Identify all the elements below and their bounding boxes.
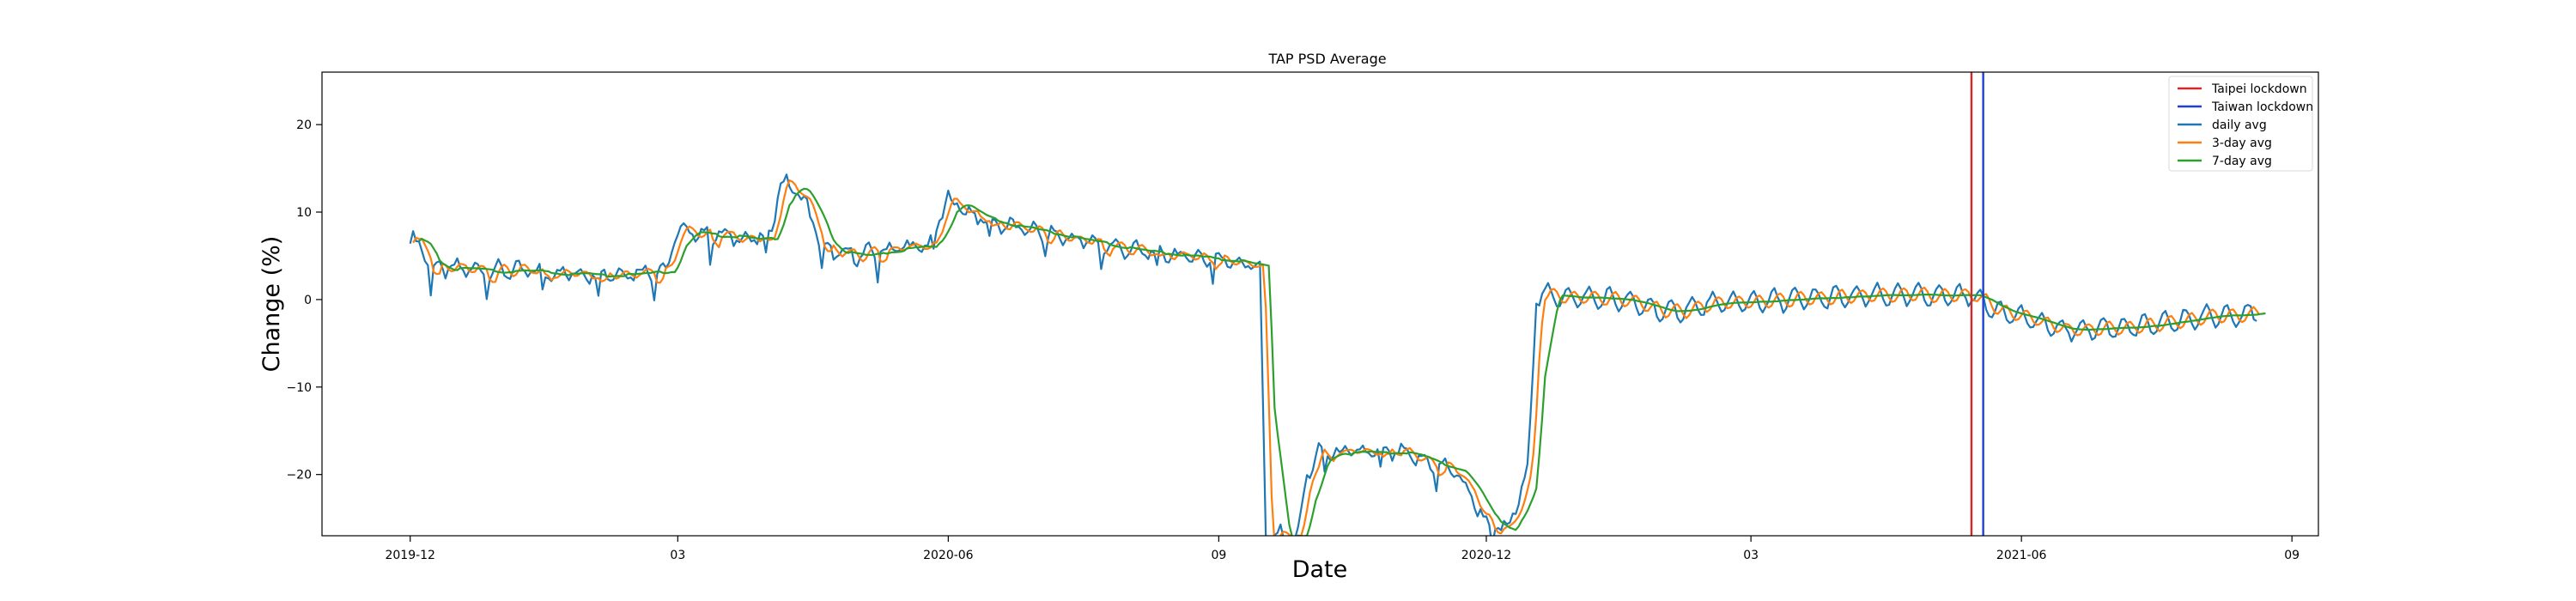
y-axis-label: Change (%) xyxy=(258,236,285,373)
x-axis-ticks: 2019-12 03 2020-06 09 2020-12 03 2021-06 09 xyxy=(385,536,2300,562)
y-tick-label: −20 xyxy=(286,469,312,483)
x-tick-label: 09 xyxy=(2284,549,2300,562)
legend-label: daily avg xyxy=(2212,118,2267,132)
legend: Taipei lockdown Taiwan lockdown daily avg 3… xyxy=(2168,76,2313,172)
legend-label: 7-day avg xyxy=(2212,155,2272,168)
legend-label: 3-day avg xyxy=(2212,137,2272,150)
y-tick-label: 10 xyxy=(296,206,312,220)
x-tick-label: 03 xyxy=(1743,549,1759,562)
y-axis-ticks: 20 10 0 −10 −20 xyxy=(286,118,322,483)
x-tick-label: 2021-06 xyxy=(1996,549,2047,562)
x-tick-label: 2020-06 xyxy=(923,549,974,562)
y-tick-label: 0 xyxy=(304,294,312,307)
x-tick-label: 2019-12 xyxy=(385,549,435,562)
y-tick-label: −10 xyxy=(286,381,312,395)
x-tick-label: 2020-12 xyxy=(1461,549,1512,562)
series-layer xyxy=(409,173,2266,536)
legend-label: Taipei lockdown xyxy=(2211,82,2307,96)
plot-frame xyxy=(321,71,2319,537)
y-tick-label: 20 xyxy=(296,118,312,132)
x-axis-label: Date xyxy=(1292,556,1348,583)
series-line-daily-avg xyxy=(409,173,2257,536)
x-tick-label: 09 xyxy=(1211,549,1226,562)
legend-label: Taiwan lockdown xyxy=(2211,100,2313,114)
series-line-7-day-avg xyxy=(418,187,2266,536)
chart-title: TAP PSD Average xyxy=(1267,51,1386,67)
x-tick-label: 03 xyxy=(670,549,685,562)
legend-box xyxy=(2168,76,2313,172)
lockdown-markers xyxy=(1970,72,1984,536)
